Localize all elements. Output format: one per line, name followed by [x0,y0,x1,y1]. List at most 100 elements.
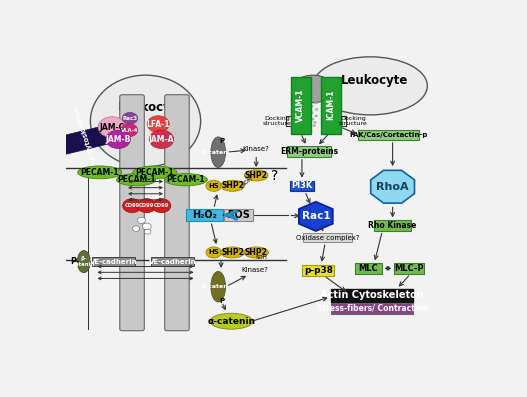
FancyBboxPatch shape [303,233,352,242]
Ellipse shape [221,247,245,258]
Text: α-catenin: α-catenin [207,317,256,326]
Ellipse shape [211,137,226,168]
Circle shape [152,198,171,213]
FancyBboxPatch shape [358,129,419,140]
Ellipse shape [91,75,201,167]
Circle shape [310,112,313,114]
Circle shape [316,108,318,110]
Text: SOH: SOH [256,255,268,260]
Text: FAK/Cas/Cortactin-p: FAK/Cas/Cortactin-p [349,132,428,138]
Text: Actin Cytoskeleton: Actin Cytoskeleton [74,105,101,173]
Text: CD99: CD99 [139,203,154,208]
Text: SHP2: SHP2 [221,181,244,190]
FancyBboxPatch shape [287,146,331,157]
Text: Kinase?: Kinase? [242,146,269,152]
Text: MLC: MLC [358,264,378,273]
Text: Kinase?: Kinase? [241,267,268,273]
Ellipse shape [206,247,221,258]
Text: Leukocyte: Leukocyte [118,101,186,114]
Text: ?: ? [271,169,279,183]
Ellipse shape [133,166,177,179]
Circle shape [149,130,174,148]
Circle shape [106,130,130,148]
Polygon shape [370,170,415,203]
Ellipse shape [164,173,208,186]
Text: LFA-1: LFA-1 [147,119,170,129]
Text: RhoA: RhoA [376,182,409,192]
FancyBboxPatch shape [302,265,334,276]
Circle shape [122,112,138,124]
Circle shape [132,226,140,231]
Text: Oxidase complex?: Oxidase complex? [296,235,359,241]
Text: β-catenin: β-catenin [201,284,235,289]
Ellipse shape [210,313,253,329]
FancyBboxPatch shape [165,95,189,331]
Text: VE-cadherin: VE-cadherin [149,258,197,265]
Circle shape [138,198,156,213]
Text: ICAM-1: ICAM-1 [326,90,336,120]
Text: P-: P- [70,257,80,266]
Ellipse shape [206,180,221,191]
FancyBboxPatch shape [224,209,252,221]
Circle shape [138,217,145,224]
Text: HS: HS [208,183,219,189]
Ellipse shape [221,180,245,191]
FancyBboxPatch shape [394,263,424,274]
Ellipse shape [77,166,122,179]
Text: p-p38: p-p38 [304,266,333,275]
Text: Rac1: Rac1 [301,211,330,222]
Polygon shape [299,202,333,231]
Text: JAM-C: JAM-C [100,123,125,132]
Circle shape [314,96,316,98]
Text: SHP2: SHP2 [221,248,244,257]
Circle shape [142,223,151,230]
Text: H₂O₂: H₂O₂ [192,210,217,220]
FancyBboxPatch shape [290,181,314,191]
Circle shape [311,99,314,101]
Text: ROS: ROS [227,210,250,220]
Text: β-catenin: β-catenin [201,150,235,155]
Circle shape [123,198,141,213]
Text: MLC-P: MLC-P [394,264,424,273]
Text: P: P [220,298,225,304]
Text: Docking
structure: Docking structure [339,116,367,126]
Text: P: P [220,138,225,144]
FancyBboxPatch shape [355,263,382,274]
Text: Leukocyte: Leukocyte [340,74,408,87]
Text: SOH: SOH [242,176,255,187]
Text: Rac3: Rac3 [122,116,138,121]
Circle shape [315,102,317,104]
Text: SHP2: SHP2 [245,171,268,180]
Ellipse shape [77,251,91,273]
FancyBboxPatch shape [331,289,413,302]
Circle shape [121,124,138,137]
Ellipse shape [116,173,156,186]
Text: CD99: CD99 [124,203,140,208]
Circle shape [98,117,126,137]
Ellipse shape [211,272,226,302]
FancyBboxPatch shape [58,124,118,154]
Text: PECAM-1: PECAM-1 [117,175,155,184]
FancyBboxPatch shape [92,257,135,266]
Circle shape [144,229,151,234]
Circle shape [311,118,314,120]
Text: VE-cadherin: VE-cadherin [90,258,138,265]
Text: ERM-proteins: ERM-proteins [280,147,338,156]
Text: Docking
structure: Docking structure [263,116,292,126]
Ellipse shape [313,57,427,115]
Text: Actin Cytoskeleton: Actin Cytoskeleton [320,290,424,300]
Text: VCAM-1: VCAM-1 [296,89,305,122]
Text: VLA-4: VLA-4 [121,128,138,133]
Circle shape [313,125,316,127]
Text: β-
catenin: β- catenin [73,256,95,267]
FancyBboxPatch shape [187,209,223,221]
Text: PECAM-1: PECAM-1 [167,175,205,184]
Text: PI3K: PI3K [291,181,313,190]
Circle shape [314,121,316,123]
Circle shape [310,105,313,107]
Ellipse shape [244,247,268,258]
Text: Rho Kinase: Rho Kinase [368,221,417,230]
FancyBboxPatch shape [321,77,341,134]
FancyBboxPatch shape [331,303,413,314]
FancyBboxPatch shape [374,220,412,231]
